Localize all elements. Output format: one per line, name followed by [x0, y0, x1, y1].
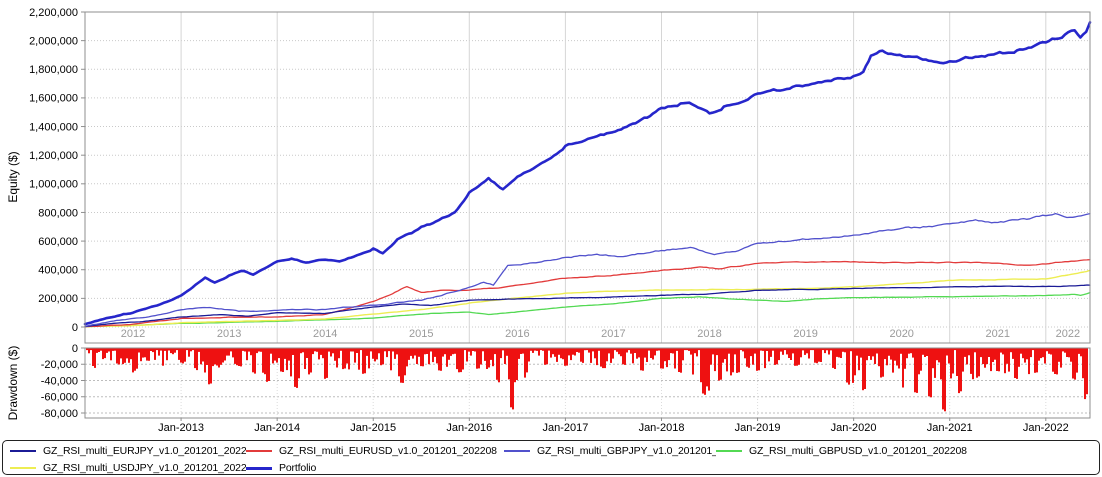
equity-plot-border [84, 11, 1091, 344]
equity-ytick-label: 1,000,000 [29, 179, 78, 191]
legend-item-label: GZ_RSI_multi_USDJPY_v1.0_201201_202208 [43, 462, 246, 474]
equity-inner-year-label: 2014 [313, 328, 337, 340]
legend-line-marker [10, 450, 36, 452]
drawdown-ytick-label: -40,000 [41, 375, 78, 387]
series-line-gbpusd [84, 291, 1091, 328]
equity-ytick-label: 200,000 [38, 293, 78, 305]
drawdown-bars [86, 348, 1088, 412]
legend-line-marker [246, 450, 272, 452]
drawdown-xtick-label: Jan-2013 [158, 422, 204, 434]
equity-ytick-label: 400,000 [38, 265, 78, 277]
legend-item-0: GZ_RSI_multi_EURJPY_v1.0_201201_202208 [10, 445, 246, 457]
equity-inner-year-label: 2013 [217, 328, 241, 340]
drawdown-xtick-label: Jan-2016 [446, 422, 492, 434]
legend-line-marker [10, 467, 36, 469]
equity-inner-year-label: 2017 [601, 328, 625, 340]
series-line-portfolio [83, 20, 1092, 326]
legend-item-4: GZ_RSI_multi_USDJPY_v1.0_201201_202208 [10, 462, 246, 474]
legend-item-label: GZ_RSI_multi_EURUSD_v1.0_201201_202208 [279, 445, 497, 457]
series-line-eurusd [84, 259, 1091, 328]
drawdown-ytick-label: -60,000 [41, 392, 78, 404]
drawdown-xtick-label: Jan-2019 [735, 422, 781, 434]
equity-inner-year-label: 2022 [1056, 328, 1080, 340]
equity-inner-year-label: 2015 [409, 328, 433, 340]
equity-series-lines [83, 20, 1092, 328]
equity-ytick-label: 2,200,000 [29, 7, 78, 19]
legend-item-label: Portfolio [279, 462, 317, 474]
equity-ytick-label: 1,600,000 [29, 93, 78, 105]
equity-gridlines [85, 11, 1090, 343]
equity-ytick-label: 1,800,000 [29, 64, 78, 76]
drawdown-xtick-label: Jan-2021 [927, 422, 973, 434]
equity-axis-title: Equity ($) [6, 151, 20, 202]
legend-item-2: GZ_RSI_multi_GBPJPY_v1.0_201201_202208 [504, 445, 716, 457]
series-line-eurjpy [84, 284, 1091, 328]
drawdown-gridlines [85, 348, 1090, 418]
equity-inner-year-label: 2019 [793, 328, 817, 340]
equity-inner-year-label: 2020 [889, 328, 913, 340]
drawdown-ytick-label: -80,000 [41, 408, 78, 420]
drawdown-xtick-label: Jan-2020 [831, 422, 877, 434]
series-line-gbpjpy [84, 212, 1091, 327]
equity-axis-labels: 0 200,000 400,000 600,000 800,000 1,000,000 1,… [29, 7, 1080, 340]
drawdown-axis-labels: 0 -20,000 -40,000 -60,000 -80,000 Jan-2013 Jan… [41, 343, 1069, 434]
drawdown-axis-title: Drawdown ($) [6, 346, 20, 421]
drawdown-ytick-label: 0 [72, 343, 78, 355]
equity-ytick-label: 1,400,000 [29, 121, 78, 133]
drawdown-xtick-label: Jan-2018 [639, 422, 685, 434]
series-line-usdjpy [84, 269, 1091, 328]
equity-ytick-label: 600,000 [38, 236, 78, 248]
legend-item-1: GZ_RSI_multi_EURUSD_v1.0_201201_202208 [246, 445, 504, 457]
legend-line-marker [246, 466, 272, 470]
legend-item-label: GZ_RSI_multi_GBPJPY_v1.0_201201_202208 [537, 445, 716, 457]
drawdown-xtick-label: Jan-2022 [1023, 422, 1069, 434]
drawdown-plot-border [84, 347, 1091, 419]
legend-line-marker [716, 450, 742, 452]
equity-inner-year-label: 2016 [505, 328, 529, 340]
equity-inner-year-label: 2021 [986, 328, 1010, 340]
equity-ytick-label: 2,000,000 [29, 35, 78, 47]
legend-item-3: GZ_RSI_multi_GBPUSD_v1.0_201201_202208 [716, 445, 1093, 457]
equity-inner-year-label: 2012 [121, 328, 145, 340]
legend-item-5: Portfolio [246, 462, 504, 474]
chart-canvas: 0 200,000 400,000 600,000 800,000 1,000,000 1,… [6, 7, 1092, 434]
equity-ytick-label: 1,200,000 [29, 150, 78, 162]
equity-ytick-label: 0 [72, 322, 78, 334]
drawdown-ytick-label: -20,000 [41, 359, 78, 371]
legend-line-marker [504, 450, 530, 452]
equity-ytick-label: 800,000 [38, 207, 78, 219]
legend-item-label: GZ_RSI_multi_GBPUSD_v1.0_201201_202208 [749, 445, 967, 457]
legend: GZ_RSI_multi_EURJPY_v1.0_201201_202208 GZ… [2, 440, 1100, 475]
drawdown-xtick-label: Jan-2017 [542, 422, 588, 434]
drawdown-xtick-label: Jan-2014 [254, 422, 300, 434]
drawdown-xtick-label: Jan-2015 [350, 422, 396, 434]
equity-inner-year-label: 2018 [697, 328, 721, 340]
legend-item-label: GZ_RSI_multi_EURJPY_v1.0_201201_202208 [43, 445, 246, 457]
